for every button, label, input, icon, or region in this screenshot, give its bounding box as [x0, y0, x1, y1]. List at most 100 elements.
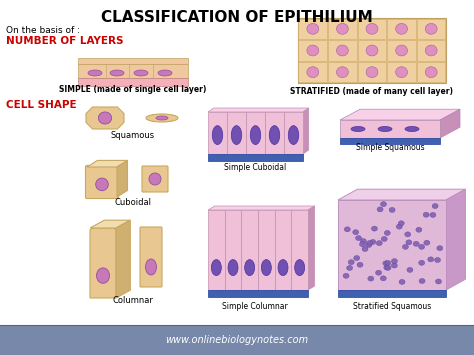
Bar — [78, 64, 188, 78]
Polygon shape — [340, 109, 460, 120]
Text: Simple Squamous: Simple Squamous — [356, 143, 424, 152]
Bar — [328, 40, 357, 61]
Ellipse shape — [392, 258, 397, 263]
Ellipse shape — [396, 23, 408, 34]
Ellipse shape — [425, 23, 437, 34]
Ellipse shape — [288, 126, 299, 144]
Ellipse shape — [346, 266, 353, 271]
Bar — [338, 200, 446, 290]
Ellipse shape — [407, 267, 413, 272]
Bar — [328, 18, 357, 39]
Text: CLASSIFICATION OF EPITHILIUM: CLASSIFICATION OF EPITHILIUM — [101, 10, 373, 25]
Ellipse shape — [399, 279, 405, 284]
Bar — [299, 62, 327, 82]
Ellipse shape — [396, 224, 402, 229]
Bar — [387, 62, 416, 82]
Bar — [299, 18, 327, 39]
Ellipse shape — [250, 126, 261, 144]
Ellipse shape — [375, 270, 382, 275]
Ellipse shape — [378, 126, 392, 131]
Text: www.onlinebiologynotes.com: www.onlinebiologynotes.com — [165, 335, 309, 345]
Polygon shape — [208, 108, 309, 112]
Ellipse shape — [134, 70, 148, 76]
FancyBboxPatch shape — [142, 166, 168, 192]
Ellipse shape — [337, 67, 348, 78]
Ellipse shape — [228, 260, 238, 275]
Ellipse shape — [158, 70, 172, 76]
Ellipse shape — [396, 45, 408, 56]
Bar — [208, 154, 303, 161]
Ellipse shape — [97, 268, 109, 283]
Ellipse shape — [416, 227, 422, 232]
Bar — [78, 58, 188, 64]
Ellipse shape — [357, 262, 363, 267]
Ellipse shape — [351, 126, 365, 131]
Ellipse shape — [435, 257, 440, 262]
Bar — [225, 210, 241, 290]
Bar — [387, 40, 416, 61]
Ellipse shape — [354, 256, 360, 261]
Ellipse shape — [419, 279, 425, 284]
Ellipse shape — [377, 207, 383, 212]
Text: CELL SHAPE: CELL SHAPE — [6, 100, 77, 110]
Ellipse shape — [359, 242, 365, 247]
Bar — [246, 112, 265, 154]
Polygon shape — [338, 189, 465, 200]
Ellipse shape — [385, 265, 391, 270]
Text: Simple Columnar: Simple Columnar — [222, 302, 288, 311]
Ellipse shape — [366, 242, 372, 247]
Ellipse shape — [156, 116, 168, 120]
Ellipse shape — [212, 126, 223, 144]
Text: On the basis of :: On the basis of : — [6, 26, 80, 35]
Ellipse shape — [381, 236, 387, 241]
Polygon shape — [87, 160, 128, 167]
Ellipse shape — [424, 240, 430, 245]
Text: STRATIFIED (made of many cell layer): STRATIFIED (made of many cell layer) — [291, 87, 454, 96]
Ellipse shape — [423, 212, 429, 217]
Ellipse shape — [231, 126, 242, 144]
Ellipse shape — [307, 23, 319, 34]
Polygon shape — [446, 189, 465, 290]
Ellipse shape — [362, 246, 368, 251]
Polygon shape — [90, 220, 130, 228]
Bar — [417, 40, 446, 61]
Ellipse shape — [425, 45, 437, 56]
Ellipse shape — [307, 45, 319, 56]
Polygon shape — [116, 220, 130, 298]
Text: SIMPLE (made of single cell layer): SIMPLE (made of single cell layer) — [59, 85, 207, 94]
Ellipse shape — [98, 112, 112, 124]
Bar — [417, 62, 446, 82]
Ellipse shape — [385, 261, 391, 266]
Ellipse shape — [146, 114, 178, 122]
Polygon shape — [86, 107, 124, 129]
Ellipse shape — [366, 23, 378, 34]
Bar — [340, 138, 440, 144]
Ellipse shape — [383, 261, 389, 266]
Bar — [208, 112, 227, 154]
Ellipse shape — [96, 178, 108, 191]
Ellipse shape — [366, 67, 378, 78]
Text: Simple Cuboidal: Simple Cuboidal — [224, 163, 286, 172]
Bar — [358, 18, 386, 39]
Bar — [274, 210, 292, 290]
Bar — [208, 290, 308, 297]
Ellipse shape — [110, 70, 124, 76]
Ellipse shape — [348, 260, 354, 265]
Ellipse shape — [392, 263, 397, 268]
Ellipse shape — [419, 244, 425, 249]
Ellipse shape — [430, 212, 436, 217]
Ellipse shape — [419, 260, 425, 265]
Ellipse shape — [370, 240, 376, 245]
Text: Cuboidal: Cuboidal — [115, 198, 152, 207]
Ellipse shape — [425, 67, 437, 78]
Bar — [284, 112, 303, 154]
Ellipse shape — [353, 230, 359, 235]
Ellipse shape — [337, 23, 348, 34]
Bar — [265, 112, 284, 154]
Bar — [338, 290, 446, 297]
Bar — [387, 18, 416, 39]
Ellipse shape — [343, 273, 349, 278]
Ellipse shape — [428, 257, 434, 262]
Ellipse shape — [381, 202, 386, 207]
Bar — [298, 18, 446, 83]
